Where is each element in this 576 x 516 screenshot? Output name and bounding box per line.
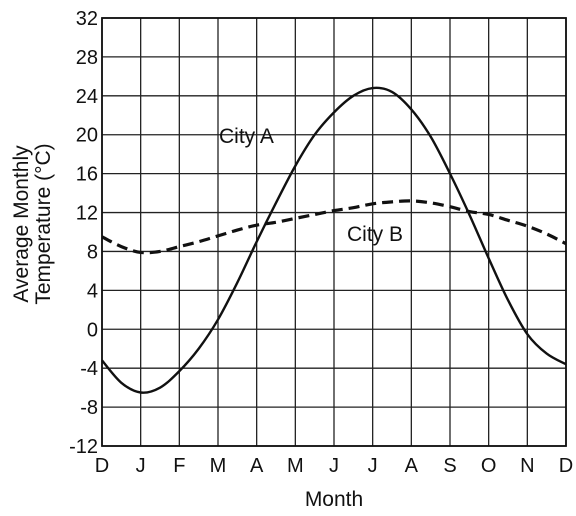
- y-tick-label: -8: [80, 397, 98, 419]
- x-tick-label: M: [210, 455, 227, 477]
- series-label-city-a: City A: [219, 125, 274, 148]
- y-tick-label: 12: [76, 203, 98, 225]
- x-tick-label: A: [405, 455, 419, 477]
- grid: [101, 17, 567, 447]
- x-axis-title: Month: [305, 488, 363, 511]
- y-tick-label: -4: [80, 358, 98, 380]
- y-tick-label: 32: [76, 8, 98, 30]
- x-tick-label: D: [95, 455, 109, 477]
- x-tick-label: J: [136, 455, 146, 477]
- y-tick-labels: 32 28 24 20 16 12 8 4 0 -4 -8 -12: [69, 8, 98, 458]
- y-tick-label: 8: [87, 241, 98, 263]
- y-tick-label: 16: [76, 164, 98, 186]
- series-lines: [101, 86, 567, 394]
- y-axis-title-line-1: Average Monthly: [10, 145, 33, 303]
- x-tick-label: D: [559, 455, 573, 477]
- x-tick-label: F: [173, 455, 185, 477]
- x-tick-label: M: [287, 455, 304, 477]
- y-tick-label: 4: [87, 280, 98, 302]
- x-tick-label: A: [250, 455, 264, 477]
- x-tick-label: O: [481, 455, 497, 477]
- y-tick-label: -12: [69, 436, 98, 458]
- y-tick-label: 24: [76, 86, 98, 108]
- x-tick-label: N: [520, 455, 534, 477]
- y-tick-label: 0: [87, 319, 98, 341]
- y-tick-label: 20: [76, 125, 98, 147]
- series-line-city-a: [101, 86, 567, 394]
- series-label-city-b: City B: [347, 223, 403, 246]
- y-tick-label: 28: [76, 47, 98, 69]
- x-tick-label: J: [329, 455, 339, 477]
- y-axis-title-line-2: Temperature (°C): [32, 143, 55, 304]
- x-tick-label: S: [443, 455, 456, 477]
- series-line-city-b: [101, 199, 567, 255]
- plot-frame: [101, 17, 567, 447]
- x-tick-label: J: [368, 455, 378, 477]
